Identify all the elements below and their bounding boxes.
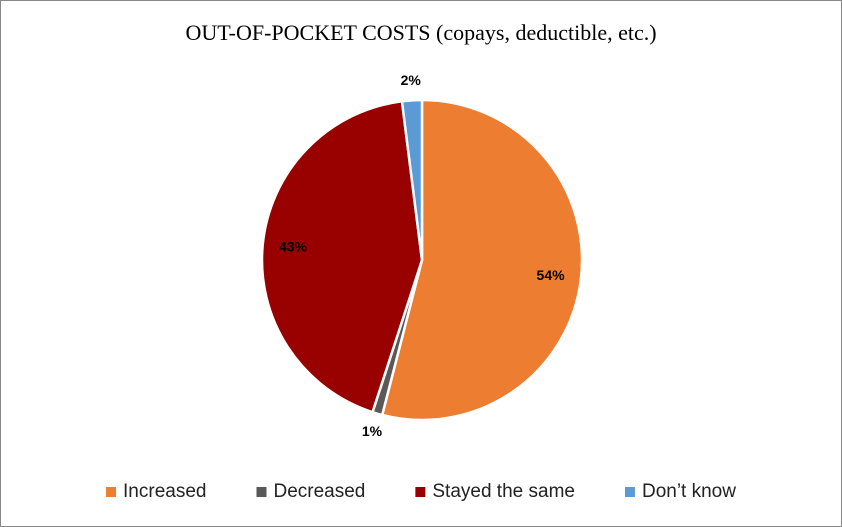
legend-swatch	[256, 487, 267, 497]
legend-label: Stayed the same	[432, 481, 575, 502]
pie-slice	[260, 99, 424, 414]
pie-slice	[380, 98, 584, 422]
legend: Increased Decreased Stayed the same Don’t k…	[106, 481, 736, 502]
legend-label: Increased	[123, 481, 206, 502]
chart-title: OUT-OF-POCKET COSTS (copays, deductible,…	[185, 20, 656, 45]
legend-label: Decreased	[273, 481, 365, 502]
data-label: 1%	[362, 423, 383, 439]
data-label: 43%	[279, 239, 308, 255]
data-label: 2%	[401, 72, 422, 88]
legend-label: Don’t know	[642, 481, 736, 502]
legend-swatch	[415, 487, 426, 497]
legend-swatch	[624, 487, 635, 497]
data-label: 54%	[537, 267, 566, 283]
legend-swatch	[106, 487, 117, 497]
pie-slice	[400, 98, 424, 261]
